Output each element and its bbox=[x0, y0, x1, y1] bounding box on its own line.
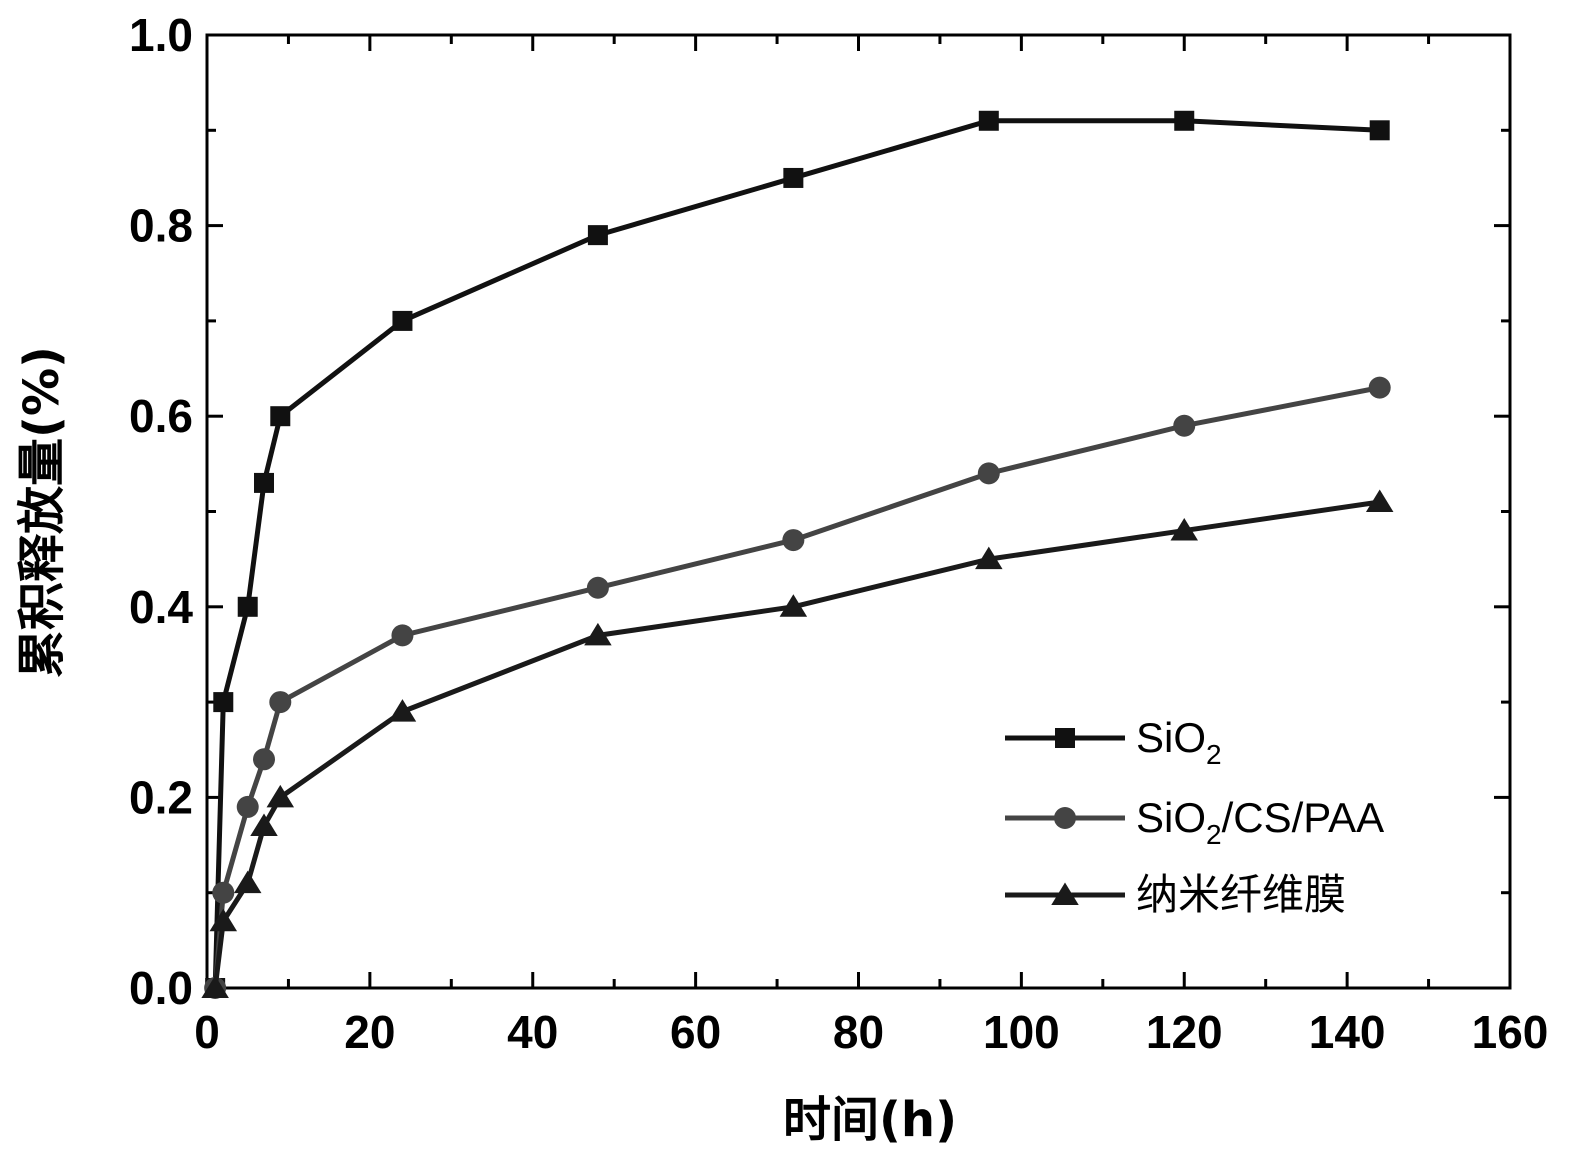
y-tick-label: 0.8 bbox=[129, 200, 193, 252]
data-point-triangle bbox=[266, 784, 295, 808]
data-point-square bbox=[213, 692, 234, 713]
data-point-circle bbox=[236, 795, 259, 818]
series-2 bbox=[201, 489, 1394, 998]
data-point-triangle bbox=[201, 975, 229, 998]
y-tick-label: 0.0 bbox=[129, 962, 193, 1014]
y-tick-label: 0.6 bbox=[129, 390, 193, 442]
legend-label: SiO2/CS/PAA bbox=[1136, 794, 1384, 850]
data-point-circle bbox=[1054, 807, 1076, 829]
data-point-square bbox=[392, 310, 413, 331]
data-point-square bbox=[270, 406, 291, 427]
data-point-circle bbox=[586, 576, 609, 599]
data-point-triangle bbox=[250, 813, 278, 836]
legend-item: SiO2 bbox=[1005, 714, 1222, 770]
data-point-triangle bbox=[1365, 489, 1394, 512]
x-tick-labels: 0 20 40 60 80 100 120 140 160 bbox=[194, 1006, 1548, 1058]
x-tick-label: 100 bbox=[983, 1006, 1060, 1058]
data-point-square bbox=[783, 167, 804, 188]
x-tick-label: 60 bbox=[670, 1006, 721, 1058]
series-0 bbox=[205, 110, 1390, 998]
data-point-circle bbox=[782, 529, 805, 552]
x-tick-label: 40 bbox=[507, 1006, 558, 1058]
legend-item: 纳米纤维膜 bbox=[1005, 871, 1346, 918]
data-point-triangle bbox=[1051, 882, 1079, 905]
data-point-square bbox=[1369, 120, 1390, 141]
y-tick-label: 0.2 bbox=[129, 771, 193, 823]
data-point-circle bbox=[977, 462, 1000, 485]
legend-label: SiO2 bbox=[1136, 714, 1222, 770]
legend: SiO2 SiO2/CS/PAA 纳米纤维膜 bbox=[1005, 714, 1384, 918]
legend-item: SiO2/CS/PAA bbox=[1005, 794, 1384, 850]
data-point-triangle bbox=[1170, 518, 1198, 541]
legend-label: 纳米纤维膜 bbox=[1136, 871, 1346, 918]
x-tick-label: 0 bbox=[194, 1006, 220, 1058]
data-point-circle bbox=[391, 624, 414, 647]
series-line bbox=[212, 118, 1380, 989]
y-tick-labels: 0.0 0.2 0.4 0.6 0.8 1.0 bbox=[129, 9, 193, 1014]
axis-ticks bbox=[205, 33, 1512, 990]
x-tick-label: 80 bbox=[833, 1006, 884, 1058]
data-point-circle bbox=[212, 881, 235, 904]
data-point-triangle bbox=[779, 594, 808, 617]
y-tick-label: 1.0 bbox=[129, 9, 193, 61]
x-tick-label: 140 bbox=[1309, 1006, 1386, 1058]
series-layer bbox=[201, 110, 1394, 999]
x-tick-label: 120 bbox=[1146, 1006, 1223, 1058]
data-point-square bbox=[254, 472, 275, 493]
data-point-square bbox=[1055, 728, 1075, 748]
data-point-triangle bbox=[388, 699, 417, 722]
data-point-circle bbox=[1368, 376, 1391, 399]
data-point-triangle bbox=[584, 622, 612, 646]
x-axis-title: 时间(h) bbox=[783, 1092, 957, 1148]
y-tick-label: 0.4 bbox=[129, 581, 193, 633]
data-point-square bbox=[237, 596, 258, 617]
data-point-circle bbox=[253, 748, 276, 771]
data-point-square bbox=[978, 110, 999, 131]
x-tick-label: 160 bbox=[1472, 1006, 1549, 1058]
data-point-triangle bbox=[975, 546, 1003, 570]
y-axis-title: 累积释放量(%) bbox=[14, 346, 70, 678]
data-point-circle bbox=[1173, 414, 1196, 437]
data-point-square bbox=[1174, 110, 1195, 131]
data-point-triangle bbox=[233, 870, 262, 894]
x-tick-label: 20 bbox=[344, 1006, 395, 1058]
data-point-circle bbox=[269, 691, 292, 714]
data-point-triangle bbox=[209, 908, 238, 932]
data-point-square bbox=[587, 225, 608, 246]
